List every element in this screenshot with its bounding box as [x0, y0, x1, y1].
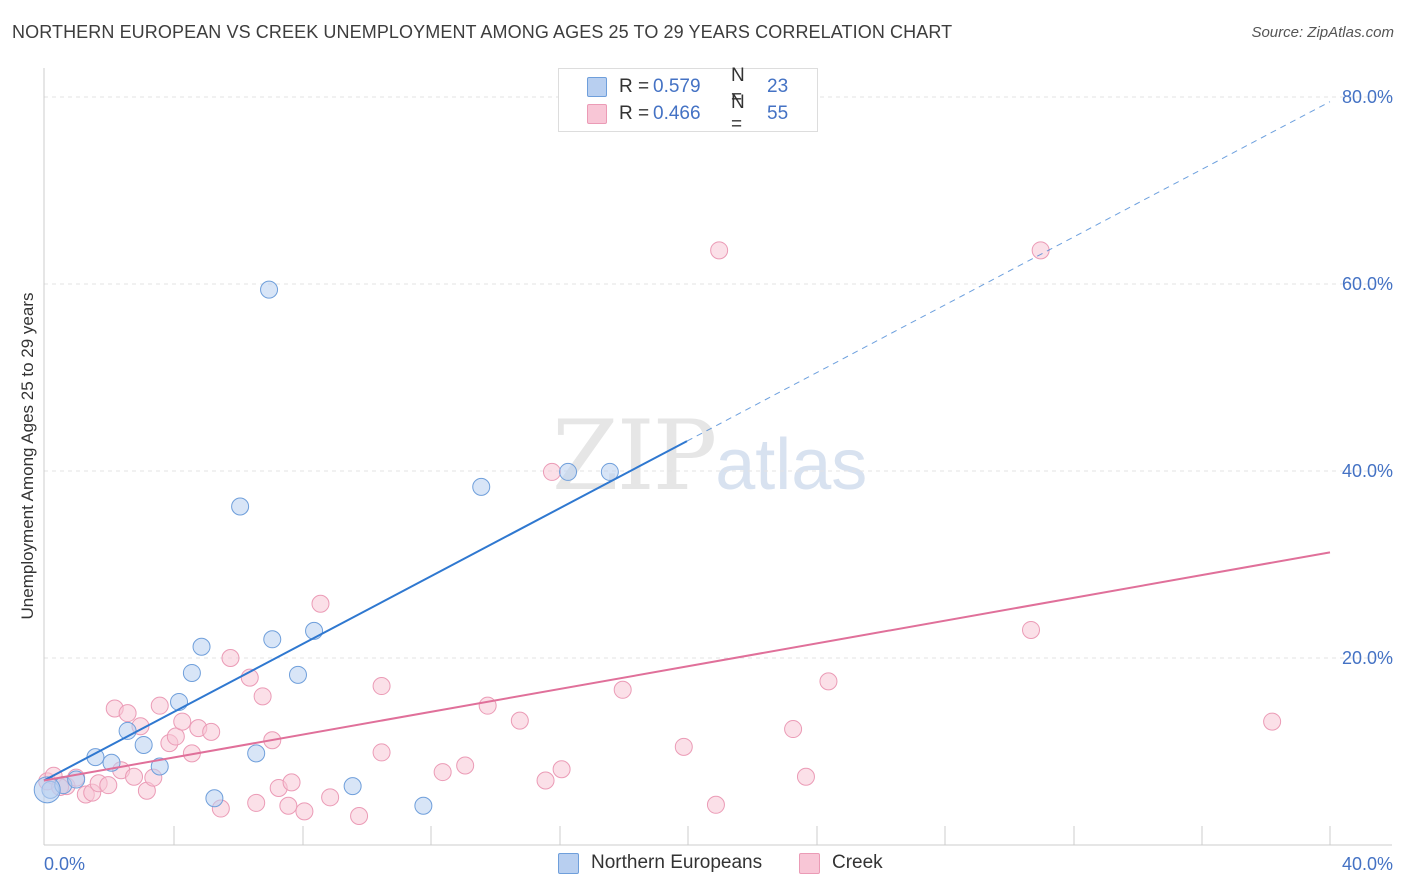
- axes: [43, 68, 1392, 846]
- legend-r-label: R =: [619, 103, 650, 124]
- y-tick-label: 40.0%: [1342, 461, 1393, 481]
- data-point: [311, 594, 330, 613]
- data-point: [536, 771, 555, 790]
- legend-swatch-blue: [587, 77, 607, 97]
- data-point: [99, 776, 118, 795]
- data-point: [205, 789, 224, 808]
- data-point: [414, 796, 433, 815]
- data-point: [282, 773, 301, 792]
- data-point: [819, 672, 838, 691]
- legend-n-label: N =: [731, 65, 745, 108]
- data-point: [372, 677, 391, 696]
- data-point: [192, 637, 211, 656]
- legend-r-value: 0.579: [653, 76, 701, 97]
- y-axis-label: Unemployment Among Ages 25 to 29 years: [18, 292, 37, 620]
- x-tick-label: 0.0%: [44, 854, 85, 874]
- legend-label: Northern Europeans: [591, 852, 763, 873]
- legend-n-value: 55: [767, 103, 789, 124]
- data-point: [796, 767, 815, 786]
- data-point: [150, 757, 169, 776]
- data-point: [1022, 620, 1041, 639]
- data-point: [134, 735, 153, 754]
- data-point: [263, 630, 282, 649]
- y-tick-label: 60.0%: [1342, 274, 1393, 294]
- data-point: [150, 696, 169, 715]
- data-point: [295, 802, 314, 821]
- trend-line-creek: [43, 551, 1331, 782]
- legend-r-label: R =: [619, 76, 650, 97]
- legend-n-value: 23: [767, 76, 789, 97]
- data-point: [372, 743, 391, 762]
- data-point: [170, 692, 189, 711]
- y-tick-label: 20.0%: [1342, 648, 1393, 668]
- data-point: [552, 760, 571, 779]
- watermark: ZIPatlas: [552, 400, 867, 512]
- grid-lines: [44, 96, 1392, 659]
- data-point: [247, 744, 266, 763]
- source-label: Source: ZipAtlas.com: [1251, 24, 1394, 41]
- data-point: [288, 665, 307, 684]
- data-point: [710, 241, 729, 260]
- data-point: [1031, 241, 1050, 260]
- data-point: [202, 722, 221, 741]
- northern-europeans-points: [33, 280, 619, 815]
- data-point: [321, 788, 340, 807]
- data-point: [674, 737, 693, 756]
- data-point: [260, 280, 279, 299]
- data-point: [279, 796, 298, 815]
- data-point: [1263, 712, 1282, 731]
- legend-label: Creek: [832, 852, 883, 873]
- correlation-legend: R = 0.579 N = 23 R = 0.466 N = 55: [558, 65, 818, 135]
- data-point: [784, 720, 803, 739]
- legend-item-northern-europeans[interactable]: Northern Europeans: [558, 852, 762, 874]
- data-point: [343, 777, 362, 796]
- data-point: [247, 793, 266, 812]
- data-point: [433, 763, 452, 782]
- data-point: [125, 767, 144, 786]
- data-point: [173, 712, 192, 731]
- data-point: [221, 649, 240, 667]
- data-point: [600, 462, 619, 481]
- y-tick-label: 80.0%: [1342, 87, 1393, 107]
- data-point: [472, 477, 491, 496]
- watermark-zip: ZIP: [552, 400, 717, 512]
- data-point: [350, 807, 369, 826]
- legend-swatch-pink: [587, 104, 607, 124]
- data-point: [542, 462, 561, 481]
- series-legend: Northern Europeans Creek: [0, 852, 1406, 878]
- data-point: [456, 756, 475, 775]
- tick-labels: 20.0% 40.0% 60.0% 80.0% 0.0% 40.0%: [44, 87, 1393, 874]
- data-point: [118, 704, 137, 723]
- watermark-atlas: atlas: [715, 425, 868, 505]
- legend-item-creek[interactable]: Creek: [799, 852, 883, 874]
- data-point-cluster: [33, 776, 61, 804]
- trend-lines: [43, 101, 1331, 782]
- data-point: [510, 711, 529, 730]
- data-point: [706, 795, 725, 814]
- data-point: [613, 680, 632, 699]
- x-tick-label: 40.0%: [1342, 854, 1393, 874]
- legend-r-value: 0.466: [653, 103, 701, 124]
- creek-points: [38, 241, 1282, 826]
- legend-swatch-pink: [799, 852, 820, 874]
- trend-line-northern-europeans: [43, 440, 688, 782]
- data-point: [182, 663, 201, 682]
- trend-line-northern-europeans-extension: [686, 101, 1331, 442]
- chart-title: NORTHERN EUROPEAN VS CREEK UNEMPLOYMENT …: [12, 22, 953, 42]
- legend-swatch-blue: [558, 852, 579, 874]
- data-point: [166, 727, 185, 746]
- data-point: [559, 462, 578, 481]
- data-point: [253, 687, 272, 706]
- legend-n-label: N =: [731, 92, 745, 135]
- data-point: [231, 497, 250, 516]
